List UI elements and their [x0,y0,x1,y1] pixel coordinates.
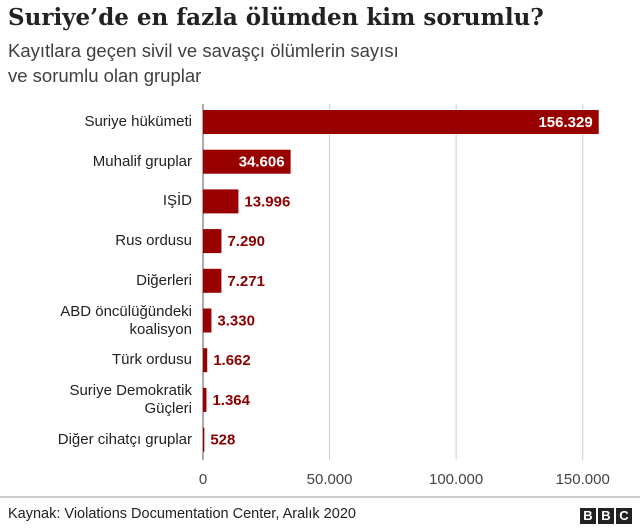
bar [203,427,205,452]
x-tick-label: 100.000 [429,471,483,488]
value-label: 7.290 [227,233,265,250]
y-tick-label: IŞİD [162,192,192,210]
bar [203,149,291,174]
logo-letter: C [616,508,632,524]
value-label: 156.329 [538,114,592,131]
y-tick-label: Diğer cihatçı gruplar [57,430,192,448]
bar [203,229,222,254]
y-tick-label: Muhalif gruplar [92,152,192,170]
y-tick-label: Suriye Demokratik Güçleri [69,381,192,417]
value-label: 1.662 [213,352,251,369]
x-tick-label: 50.000 [307,471,353,488]
chart-title: Suriye’de en fazla ölümden kim sorumlu? [8,4,544,31]
source: Kaynak: Violations Documentation Center,… [8,506,356,522]
y-tick-label: Suriye hükümeti [84,113,192,130]
bar [203,348,208,373]
y-tick-label: Türk ordusu [111,351,192,369]
y-tick-label: ABD öncülüğündeki koalisyon [60,302,192,338]
value-label: 3.330 [217,312,255,329]
y-tick-label: Diğerleri [136,271,192,289]
value-label: 528 [210,432,235,449]
x-tick-label: 0 [199,471,207,488]
bar [203,387,207,412]
value-label: 34.606 [239,154,285,171]
value-label: 1.364 [212,392,250,409]
value-label: 7.271 [227,273,265,290]
y-tick-label: Rus ordusu [115,232,192,250]
chart-subtitle: Kayıtlara geçen sivil ve savaşçı ölümler… [8,40,399,86]
bar [203,268,222,293]
bar [203,110,599,134]
value-label: 13.996 [244,193,290,210]
bar [203,308,212,333]
logo-letter: B [580,508,596,524]
bar [203,189,239,214]
x-tick-label: 150.000 [556,471,610,488]
logo-letter: B [598,508,614,524]
